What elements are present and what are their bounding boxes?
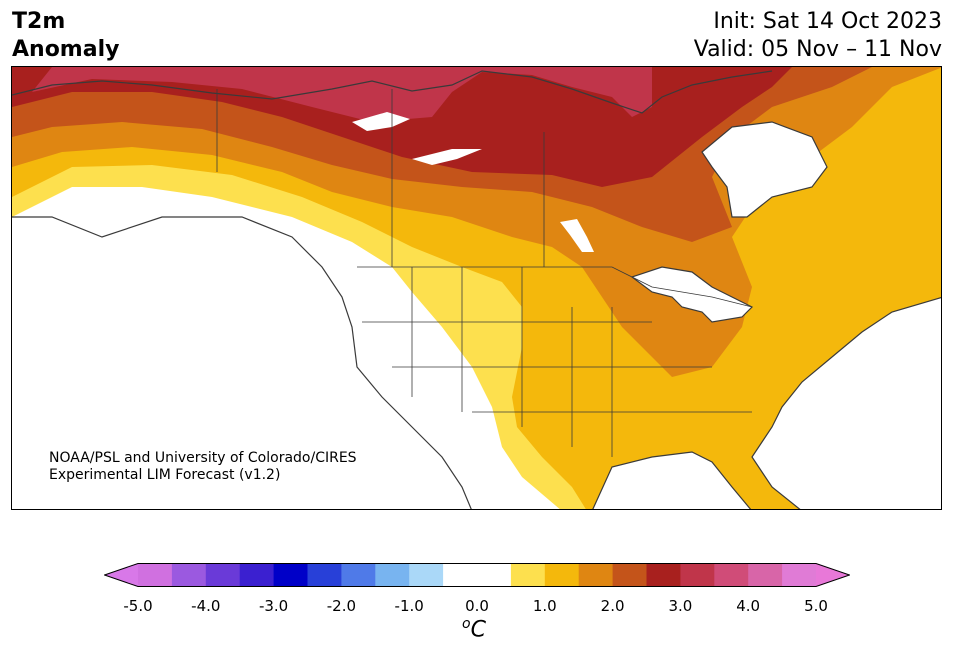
variable-name: T2m (12, 9, 66, 34)
colorbar-tick-label: -4.0 (191, 597, 221, 615)
colorbar-bin (138, 563, 173, 587)
lake-winnipeg (560, 219, 594, 252)
colorbar-bin (171, 563, 207, 587)
colorbar-bin (510, 563, 546, 587)
colorbar-tick-label: 2.0 (600, 597, 625, 615)
gulf-of-mexico (592, 452, 751, 509)
credit-line-1: NOAA/PSL and University of Colorado/CIRE… (49, 450, 357, 466)
colorbar (104, 563, 850, 587)
great-lakes (632, 267, 752, 322)
variable-subtitle: Anomaly (12, 37, 120, 62)
colorbar-tick-label: -1.0 (394, 597, 424, 615)
colorbar-bin (544, 563, 580, 587)
colorbar-extend-max (816, 563, 850, 587)
colorbar-bin (477, 563, 512, 587)
colorbar-bin (612, 563, 647, 587)
colorbar-bin (409, 563, 444, 587)
great-bear-lake (352, 112, 410, 131)
colorbar-tick-label: 1.0 (532, 597, 557, 615)
credit-line-2: Experimental LIM Forecast (v1.2) (49, 467, 281, 483)
colorbar-bin (680, 563, 715, 587)
colorbar-bin (443, 563, 478, 587)
colorbar-unit: oC (462, 616, 486, 642)
colorbar-tick-label: 0.0 (465, 597, 489, 615)
coastlines (12, 70, 941, 509)
colorbar-tick-label: -2.0 (326, 597, 357, 615)
great-slave-lake (412, 149, 482, 165)
forecast-credit: NOAA/PSL and University of Colorado/CIRE… (49, 450, 357, 484)
anomaly-band-2-5 (12, 67, 792, 187)
unit-degree: o (462, 616, 471, 632)
colorbar-bin (646, 563, 681, 587)
pacific-ocean (12, 217, 472, 509)
hudson-bay (702, 122, 827, 217)
anomaly-band-3-0 (32, 67, 652, 122)
init-date: Init: Sat 14 Oct 2023 (713, 9, 942, 34)
map-svg (12, 67, 941, 509)
political-borders (216, 89, 753, 457)
colorbar-tick-label: -3.0 (258, 597, 289, 615)
colorbar-bin (578, 563, 614, 587)
atlantic-ocean (752, 297, 941, 509)
colorbar-tick-label: 5.0 (804, 597, 828, 615)
colorbar-tick-label: -5.0 (123, 597, 153, 615)
valid-range: Valid: 05 Nov – 11 Nov (693, 37, 942, 62)
colorbar-bin (273, 563, 308, 587)
colorbar-bin (748, 563, 783, 587)
colorbar-bin (307, 563, 342, 587)
colorbar-outline (104, 563, 850, 587)
forecast-dates: Init: Sat 14 Oct 2023 Valid: 05 Nov – 11… (694, 8, 942, 64)
colorbar-tick-label: 4.0 (736, 597, 761, 615)
colorbar-bin (205, 563, 241, 587)
colorbar-extend-min (104, 563, 138, 587)
colorbar-bin (375, 563, 410, 587)
map-title: T2m Anomaly (12, 8, 119, 64)
anomaly-map (11, 66, 942, 510)
colorbar-bin (782, 563, 817, 587)
colorbar-bin (341, 563, 376, 587)
colorbar-tick-label: 3.0 (668, 597, 693, 615)
colorbar-bin (714, 563, 749, 587)
unit-letter: C (470, 617, 486, 643)
colorbar-bin (239, 563, 275, 587)
